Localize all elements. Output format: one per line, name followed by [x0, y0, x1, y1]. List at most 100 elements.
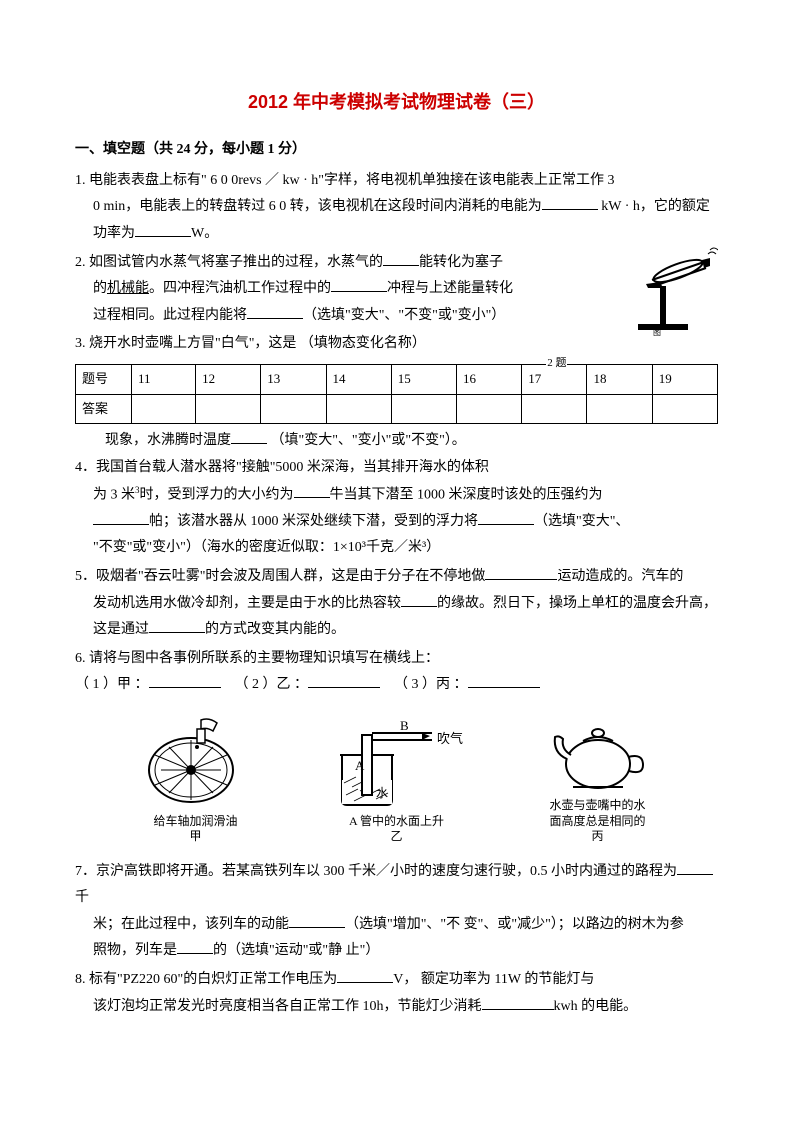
blank	[93, 509, 149, 525]
q2-l2u: 机械能	[107, 281, 149, 296]
table-answer-row: 答案	[76, 394, 718, 424]
q7-l3b: 的（选填"运动"或"静 止"）	[213, 943, 379, 958]
blank	[383, 250, 419, 266]
q5-line1: 5．吸烟者"吞云吐雾"时会波及周围人群，这是由于分子在不停地做 运动造成的。汽车的	[75, 564, 718, 591]
blank	[289, 912, 345, 928]
th-12: 12	[196, 364, 261, 394]
answer-table: 题号 11 12 13 14 15 16 172 题 18 19 答案	[75, 364, 718, 424]
th-17-val: 17	[528, 371, 541, 386]
th-16: 16	[457, 364, 522, 394]
figure-3: 水壶与壶嘴中的水 面高度总是相同的 丙	[543, 709, 653, 845]
q7-line1: 7．京沪高铁即将开通。若某高铁列车以 300 千米／小时的速度匀速行驶，0.5 …	[75, 859, 718, 912]
blank	[401, 591, 437, 607]
q4-l3b: （选填"变大"、	[534, 514, 629, 529]
fig2-cap2: 乙	[349, 829, 444, 845]
fig1-cap1: 给车轴加润滑油	[153, 814, 237, 830]
q4-l2a: 为 3 米	[93, 487, 135, 502]
blank	[308, 672, 380, 688]
q8-l1b: V， 额定功率为 11W 的节能灯与	[393, 972, 594, 987]
q4-l3a: 帕；该潜水器从 1000 米深处继续下潜，受到的浮力将	[149, 514, 478, 529]
th-19: 19	[652, 364, 717, 394]
question-4: 4．我国首台载人潜水器将"接触"5000 米深海，当其排开海水的体积 为 3 米…	[75, 455, 718, 562]
q1-line3: 功率为W。	[75, 221, 718, 248]
blank	[149, 617, 205, 633]
q7-line2: 米；在此过程中，该列车的动能（选填"增加"、"不 变"、或"减少"）；以路边的树…	[75, 912, 718, 939]
blank	[542, 194, 598, 210]
fig2-cap1: A 管中的水面上升	[349, 814, 444, 830]
ans-cell	[587, 394, 652, 424]
q4-line2: 为 3 米3时，受到浮力的大小约为牛当其下潜至 1000 米深度时该处的压强约为	[75, 482, 718, 509]
th-18: 18	[587, 364, 652, 394]
ans-cell	[326, 394, 391, 424]
q8-l2a: 该灯泡均正常发光时亮度相当各自正常工作 10h，节能灯少消耗	[93, 999, 482, 1014]
blank	[337, 967, 393, 983]
ans-cell	[391, 394, 456, 424]
q2-l2b: 。四冲程汽油机工作过程中的	[149, 281, 331, 296]
label-water: 水	[376, 786, 388, 800]
question-7: 7．京沪高铁即将开通。若某高铁列车以 300 千米／小时的速度匀速行驶，0.5 …	[75, 859, 718, 965]
label-blow: 吹气	[437, 731, 463, 746]
q5-l1b: 运动造成的。汽车的	[557, 569, 683, 584]
blank	[331, 276, 387, 292]
blank	[478, 509, 534, 525]
q1-l2a: 0 min，电能表上的转盘转过 6 0 转，该电视机在这段时间内消耗的电能为	[93, 199, 542, 214]
ans-cell	[457, 394, 522, 424]
q1-line2: 0 min，电能表上的转盘转过 6 0 转，该电视机在这段时间内消耗的电能为 k…	[75, 194, 718, 221]
question-5: 5．吸烟者"吞云吐雾"时会波及周围人群，这是由于分子在不停地做 运动造成的。汽车的…	[75, 564, 718, 644]
q3b-a: 现象，水沸腾时温度	[105, 433, 231, 448]
q1-l2b: kW · h，它的额定	[601, 199, 710, 214]
blank	[177, 938, 213, 954]
q8-l1a: 8. 标有"PZ220 60"的白炽灯正常工作电压为	[75, 972, 337, 987]
q2-l2c: 冲程与上述能量转化	[387, 281, 513, 296]
q2-l3b: （选填"变大"、"不变"或"变小"）	[303, 308, 505, 323]
q2-l1a: 2. 如图试管内水蒸气将塞子推出的过程，水蒸气的	[75, 255, 383, 270]
th-13: 13	[261, 364, 326, 394]
figure-1: 给车轴加润滑油 甲	[141, 715, 251, 845]
blank	[482, 994, 554, 1010]
q2-line2: 的机械能。四冲程汽油机工作过程中的 冲程与上述能量转化	[75, 276, 718, 303]
q7-line3: 照物，列车是 的（选填"运动"或"静 止"）	[75, 938, 718, 965]
table-header-row: 题号 11 12 13 14 15 16 172 题 18 19	[76, 364, 718, 394]
question-8: 8. 标有"PZ220 60"的白炽灯正常工作电压为 V， 额定功率为 11W 的…	[75, 967, 718, 1020]
fig1-caption: 给车轴加润滑油 甲	[153, 814, 237, 845]
blank	[149, 672, 221, 688]
fig3-caption: 水壶与壶嘴中的水 面高度总是相同的 丙	[549, 798, 645, 845]
q7-l1a: 7．京沪高铁即将开通。若某高铁列车以 300 千米／小时的速度匀速行驶，0.5 …	[75, 864, 677, 879]
q4-l2b: 时，受到浮力的大小约为	[140, 487, 294, 502]
question-2: 2. 如图试管内水蒸气将塞子推出的过程，水蒸气的能转化为塞子 的机械能。四冲程汽…	[75, 250, 718, 330]
q3-line1: 3. 烧开水时壶嘴上方冒"白气"，这是 （填物态变化名称）	[75, 331, 718, 358]
q1-line1: 1. 电能表表盘上标有" 6 0 0revs ／ kw · h"字样，将电视机单…	[75, 168, 718, 195]
section-header: 一、填空题（共 24 分，每小题 1 分）	[75, 137, 718, 164]
fig3-cap1: 水壶与壶嘴中的水	[549, 798, 645, 814]
q7-l2a: 米；在此过程中，该列车的动能	[93, 917, 289, 932]
blank	[231, 428, 267, 444]
question-1: 1. 电能表表盘上标有" 6 0 0revs ／ kw · h"字样，将电视机单…	[75, 168, 718, 248]
ans-cell	[261, 394, 326, 424]
q3b-b: （填"变大"、"变小"或"不变"）。	[271, 433, 466, 448]
q6-l2c: （ 3 ）丙 ：	[394, 677, 468, 692]
q2-l2a: 的	[93, 281, 107, 296]
ans-cell	[132, 394, 196, 424]
q4-line3: 帕；该潜水器从 1000 米深处继续下潜，受到的浮力将 （选填"变大"、	[75, 509, 718, 536]
q7-l3a: 照物，列车是	[93, 943, 177, 958]
q1-l3a: 功率为	[93, 226, 135, 241]
q7-l1b: 千	[75, 890, 89, 905]
question-6: 6. 请将与图中各事例所联系的主要物理知识填写在横线上： （ 1 ）甲 ： （ …	[75, 646, 718, 699]
q5-line3: 这是通过的方式改变其内能的。	[75, 617, 718, 644]
q8-l2b: kwh 的电能。	[554, 999, 638, 1014]
q6-line2: （ 1 ）甲 ： （ 2 ）乙 ： （ 3 ）丙 ：	[75, 672, 718, 699]
q8-line2: 该灯泡均正常发光时亮度相当各自正常工作 10h，节能灯少消耗 kwh 的电能。	[75, 994, 718, 1021]
ans-cell	[196, 394, 261, 424]
q6-l2b: （ 2 ）乙 ：	[235, 677, 309, 692]
label-b: B	[400, 718, 409, 733]
th-label: 题号	[76, 364, 132, 394]
q2-line1: 2. 如图试管内水蒸气将塞子推出的过程，水蒸气的能转化为塞子	[75, 250, 718, 277]
q5-l1a: 5．吸烟者"吞云吐雾"时会波及周围人群，这是由于分子在不停地做	[75, 569, 485, 584]
q3-cont: 现象，水沸腾时温度 （填"变大"、"变小"或"不变"）。	[75, 428, 718, 455]
label-a: A	[355, 758, 365, 773]
q5-l2a: 发动机选用水做冷却剂，主要是由于水的比热容较	[93, 596, 401, 611]
page-title: 2012 年中考模拟考试物理试卷（三）	[75, 85, 718, 119]
q4-line4: "不变"或"变小"）（海水的密度近似取：1×10³千克／米³）	[75, 535, 718, 562]
fig1-cap2: 甲	[153, 829, 237, 845]
q2-line3: 过程相同。此过程内能将（选填"变大"、"不变"或"变小"）	[75, 303, 718, 330]
